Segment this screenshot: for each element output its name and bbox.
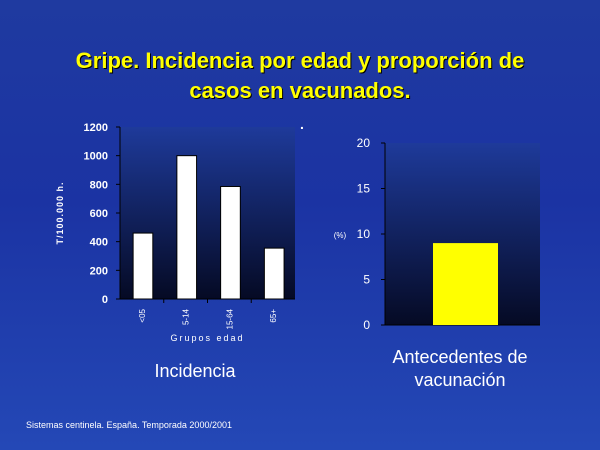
caption-incidencia: Incidencia (154, 361, 236, 381)
y-tick-label: 0 (102, 294, 108, 306)
y-tick-label: 20 (357, 136, 371, 150)
bar-15-64 (220, 185, 241, 300)
caption-vacunacion-line-1: Antecedentes de (392, 347, 528, 367)
bar-65+ (263, 247, 285, 300)
y-tick-label: 0 (363, 318, 370, 332)
bar-5-14 (176, 155, 198, 300)
y-tick-label: 200 (90, 265, 108, 277)
y-tick-label: 400 (90, 237, 108, 249)
caption-vacunacion-line-2: vacunación (414, 370, 506, 390)
y-tick-label: 800 (90, 179, 108, 191)
x-tick-label: 15-64 (225, 308, 234, 329)
title-line-1: Gripe. Incidencia por edad y proporción … (75, 48, 525, 73)
stray-dot: . (300, 116, 304, 132)
source-footnote: Sistemas centinela. España. Temporada 20… (26, 420, 232, 430)
caption-vacunacion: Antecedentes de vacunación (370, 346, 550, 392)
y-tick-label: 15 (357, 182, 371, 196)
x-tick-label: 65+ (269, 309, 278, 323)
y-tick-label: 5 (363, 273, 370, 287)
y-tick-label: 10 (357, 227, 371, 241)
y-tick-label: 1000 (84, 151, 108, 163)
vaccination-bar-chart: 0 5 10 15 20 (%) (334, 136, 540, 332)
y-axis-unit: (%) (334, 231, 347, 240)
y-axis-title: T/100.000 h. (55, 181, 65, 244)
title-line-2: casos en vacunados. (189, 78, 411, 103)
incidence-bar-chart: 0 200 400 600 800 1000 1200 T/100.000 h. <05 5-14… (55, 122, 295, 343)
y-tick-label: 600 (90, 208, 108, 220)
bar-<05 (132, 232, 154, 300)
y-tick-label: 1200 (84, 122, 108, 134)
x-tick-label: 5-14 (182, 308, 191, 325)
slide-title: Gripe. Incidencia por edad y proporción … (0, 46, 600, 106)
x-tick-label: <05 (138, 308, 147, 322)
x-axis-title: Grupos edad (170, 333, 244, 343)
bar-vaccinated (433, 243, 498, 325)
